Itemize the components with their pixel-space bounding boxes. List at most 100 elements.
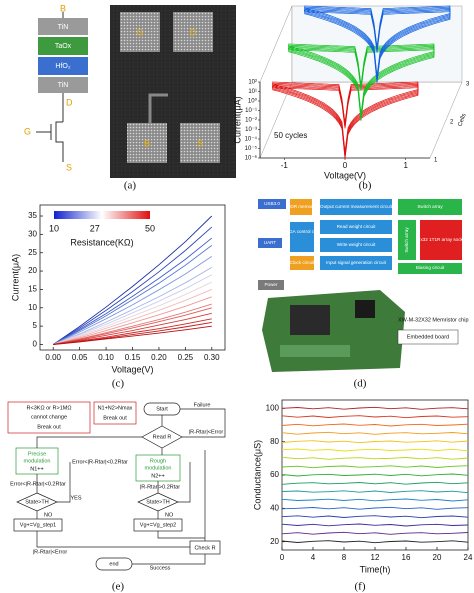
y-tick-label: 10⁻⁴ <box>245 136 258 143</box>
z-tick-label: 2 <box>450 120 454 126</box>
block-label: Read weight circuit <box>337 224 377 229</box>
caption: (a) <box>124 180 137 192</box>
fc-text: |R-Rtar|>0.2Rtar <box>140 484 180 490</box>
x-tick-label: 20 <box>433 553 442 562</box>
series-line <box>53 312 212 345</box>
colorbar-tick-label: 50 <box>145 223 155 233</box>
series-line <box>53 289 212 345</box>
fc-text: Check R <box>194 545 215 551</box>
label-box <box>397 329 459 345</box>
block-label: FPGA control core <box>283 229 321 234</box>
fc-text: NO <box>44 512 53 518</box>
x-tick-label: 0.10 <box>98 353 114 362</box>
fc-text: end <box>109 561 118 567</box>
x-axis-label: Voltage(V) <box>324 170 366 180</box>
device-stack: B TiN TaOx HfO₂ TiN D G S <box>24 3 88 172</box>
layer <box>38 57 88 75</box>
fc-text: |R-Rtar|<Error <box>189 429 224 435</box>
series-line <box>53 267 213 345</box>
block <box>420 220 462 260</box>
layer-label: TiN <box>58 24 69 31</box>
fc-text: Rough <box>150 458 166 464</box>
layer-label: TaOx <box>55 43 72 50</box>
colorbar-label: Resistance(KΩ) <box>70 237 133 247</box>
block-label: Input signal generation circuit <box>326 260 386 265</box>
series-line <box>281 448 469 452</box>
series-line <box>53 318 212 345</box>
series-line <box>281 415 469 419</box>
fc-text: Error<|R-Rtar|<0.2Rtar <box>10 481 66 487</box>
caption: (c) <box>112 378 125 390</box>
x-tick-label: 0.15 <box>125 353 141 362</box>
block <box>398 199 462 215</box>
series-line <box>281 473 469 477</box>
series-line <box>52 226 213 345</box>
pad-label: B <box>144 138 150 148</box>
flowchart-text: R<3KΩ or R>1MΩ cannot change Break out N… <box>10 402 223 571</box>
fc-text: Vg+=Vg_step1 <box>20 522 56 528</box>
x-tick-label: 8 <box>342 553 347 562</box>
block <box>398 220 416 260</box>
series-line <box>281 431 469 435</box>
x-tick-label: -1 <box>281 161 289 170</box>
series-line <box>281 481 469 485</box>
series-line <box>53 281 212 345</box>
connectors <box>36 408 226 565</box>
terminal: B <box>60 3 66 13</box>
y-tick-label: 10¹ <box>248 89 257 95</box>
block <box>320 238 392 252</box>
block <box>320 220 392 234</box>
x-tick-label: 16 <box>402 553 411 562</box>
fc-text: Error<|R-Rtar|<0.2Rtar <box>72 459 128 465</box>
y-tick-label: 10⁻⁵ <box>245 145 258 152</box>
y-axis-label: Current(μA) <box>232 96 242 143</box>
fc-text: State>TH <box>25 499 48 505</box>
chip-label: XW-M-32X32 Memristor chip <box>398 317 469 323</box>
y-tick-label: 80 <box>270 437 279 446</box>
board-diagram: USB3.0 DDR memory Output current measure… <box>258 199 469 372</box>
y-tick-label: 20 <box>270 537 279 546</box>
fc-text: cannot change <box>31 414 67 420</box>
micrograph: G D B S <box>110 5 236 178</box>
series-line <box>52 215 213 345</box>
y-axis-label: Current(μA) <box>10 254 20 301</box>
block <box>258 199 286 209</box>
series-line <box>281 515 469 519</box>
layer <box>38 18 88 35</box>
iv-curve <box>304 5 451 76</box>
series-line <box>53 256 213 345</box>
z-tick-label: 3 <box>466 82 470 88</box>
fc-text: |R-Rtar|<Error <box>33 549 68 555</box>
series-line <box>52 245 213 345</box>
y-tick-label: 20 <box>28 266 37 275</box>
block <box>258 280 284 290</box>
pad-label: D <box>190 27 197 37</box>
layer-label: TiN <box>58 82 69 89</box>
annotation: 50 cycles <box>274 131 307 140</box>
terminal: S <box>66 162 72 172</box>
y-tick-label: 60 <box>270 470 279 479</box>
y-tick-label: 10⁰ <box>248 98 258 105</box>
fc-text: modulation <box>24 458 51 464</box>
y-tick-label: 25 <box>28 248 37 257</box>
caption: (f) <box>355 581 366 593</box>
break-box <box>7 401 91 434</box>
fc-text: State>TH <box>146 499 169 505</box>
x-tick-label: 0.00 <box>45 353 61 362</box>
terminal: D <box>66 97 73 107</box>
pad <box>127 123 167 163</box>
block <box>320 199 392 215</box>
y-tick-label: 35 <box>28 211 37 220</box>
y-tick-label: 5 <box>33 321 38 330</box>
x-tick-label: 1 <box>403 161 408 170</box>
x-axis-label: Voltage(V) <box>111 364 153 374</box>
series-line <box>281 531 469 535</box>
y-tick-label: 10⁻⁶ <box>245 155 258 162</box>
block-label: 32x32 1T1R array socket <box>415 237 467 242</box>
fc-text: N2++ <box>151 473 164 479</box>
block <box>290 256 314 270</box>
series-line <box>281 465 469 469</box>
caption: (e) <box>112 581 125 593</box>
pad <box>120 12 160 52</box>
